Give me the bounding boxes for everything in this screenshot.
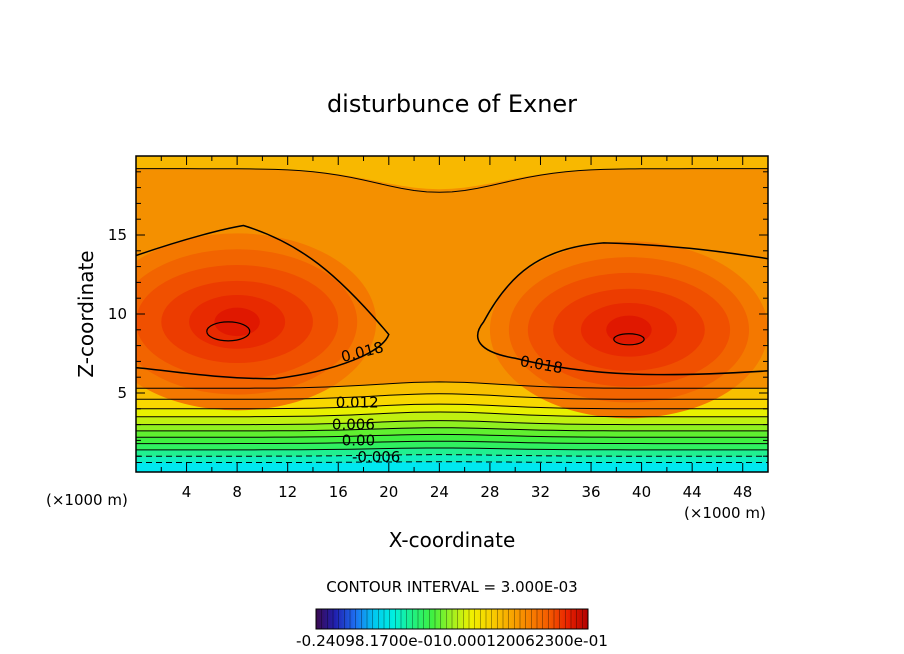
contour-label: 0.012 <box>336 393 379 411</box>
contour-lines <box>136 168 768 463</box>
x-tick-label: 16 <box>329 483 348 501</box>
y-tick-label: 15 <box>108 226 127 244</box>
contour-line <box>136 440 768 445</box>
contour-label: -0.006 <box>352 448 400 466</box>
x-tick-label: 12 <box>278 483 297 501</box>
plot-area <box>136 156 768 472</box>
x-tick-label: 4 <box>182 483 192 501</box>
colorbar-ticks <box>315 609 589 629</box>
contour-line <box>136 447 768 451</box>
contour-line <box>136 454 768 457</box>
y-tick-label: 10 <box>108 305 127 323</box>
contour-line <box>136 168 768 193</box>
y-axis-label: Z-coordinate <box>74 250 98 377</box>
x-axis-label: X-coordinate <box>389 528 516 552</box>
x-tick-label: 32 <box>531 483 550 501</box>
contour-band <box>136 420 768 431</box>
x-tick-label: 8 <box>232 483 242 501</box>
y-axis-ticks: 5 10 15 <box>108 171 768 457</box>
contour-band <box>136 441 768 450</box>
contour-line <box>136 224 390 380</box>
contour-band <box>136 156 768 190</box>
x-tick-label: 40 <box>632 483 651 501</box>
contour-band <box>136 412 768 425</box>
contour-label: 0.006 <box>332 416 375 434</box>
contour-line <box>136 411 768 418</box>
x-tick-label: 48 <box>733 483 752 501</box>
warm-core-band <box>606 315 652 345</box>
x-unit-left: (×1000 m) <box>46 491 128 509</box>
contour-label: 0.00 <box>342 431 375 449</box>
x-tick-label: 44 <box>683 483 702 501</box>
contour-line <box>477 242 768 376</box>
x-tick-label: 36 <box>581 483 600 501</box>
x-axis-ticks: 4 8 12 16 20 24 28 32 36 40 44 48 <box>160 156 752 501</box>
x-tick-label: 20 <box>379 483 398 501</box>
x-tick-label: 28 <box>480 483 499 501</box>
contour-band <box>136 461 768 472</box>
y-tick-label: 5 <box>117 384 127 402</box>
contour-line <box>613 333 645 346</box>
contour-line <box>136 433 768 438</box>
x-tick-label: 24 <box>430 483 449 501</box>
colorbar-labels: -0.24098.1700e-010.000120062300e-01 <box>296 632 608 650</box>
x-unit-right: (×1000 m) <box>684 504 766 522</box>
contour-interval-text: CONTOUR INTERVAL = 3.000E-03 <box>326 578 577 596</box>
chart-title: disturbunce of Exner <box>327 90 577 118</box>
contour-band <box>136 427 768 438</box>
contour-line <box>136 381 768 389</box>
contour-line <box>136 403 768 410</box>
contour-line <box>136 461 768 463</box>
contour-line <box>136 393 768 400</box>
contour-band <box>136 434 768 444</box>
contour-line <box>136 420 768 426</box>
contour-line <box>206 321 251 342</box>
contour-line <box>136 427 768 432</box>
colorbar: -0.24098.1700e-010.000120062300e-01 <box>296 608 608 650</box>
